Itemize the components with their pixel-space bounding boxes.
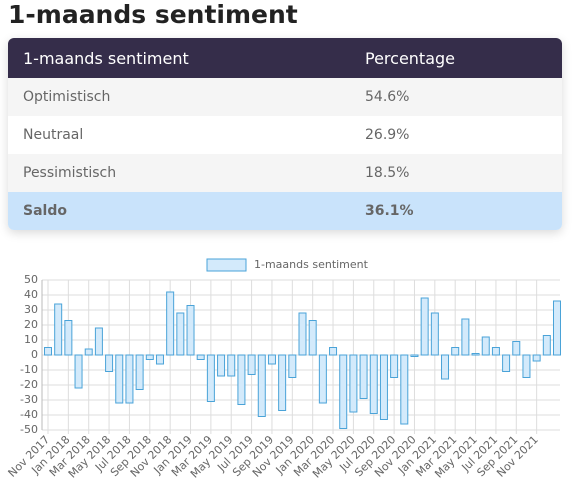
y-tick-label: 40 <box>24 288 38 301</box>
bar <box>176 312 185 356</box>
table-cell: Saldo <box>23 203 67 219</box>
bar <box>166 291 175 356</box>
bar <box>217 354 226 377</box>
bar <box>227 354 236 377</box>
y-tick-label: -20 <box>20 378 38 391</box>
bar <box>542 335 551 356</box>
bar <box>369 354 378 414</box>
y-tick-label: -30 <box>20 393 38 406</box>
table-cell: Pessimistisch <box>23 165 117 181</box>
bar <box>308 320 317 356</box>
table: 1-maands sentiment Percentage Optimistis… <box>8 38 562 230</box>
header-cell: 1-maands sentiment <box>23 48 189 68</box>
bar <box>257 354 266 417</box>
bar <box>522 354 531 378</box>
bar <box>54 303 63 356</box>
bar <box>155 354 164 365</box>
bar <box>532 354 541 362</box>
bar <box>105 354 114 372</box>
bar <box>339 354 348 429</box>
table-row: Saldo 36.1% <box>8 192 562 230</box>
bar <box>247 354 256 375</box>
table-row: Neutraal 26.9% <box>8 116 562 154</box>
bar <box>359 354 368 399</box>
table-header: 1-maands sentiment Percentage <box>8 38 562 78</box>
bar <box>237 354 246 405</box>
table-cell: Neutraal <box>23 127 84 143</box>
bar <box>400 354 409 425</box>
y-tick-label: -10 <box>20 363 38 376</box>
bar <box>420 297 429 356</box>
bar <box>186 305 195 356</box>
bar <box>196 354 205 360</box>
bar <box>441 354 450 380</box>
bar <box>471 353 480 356</box>
bar <box>298 312 307 356</box>
bar <box>74 354 83 389</box>
bar <box>288 354 297 378</box>
legend-swatch <box>206 258 247 272</box>
bar <box>329 347 338 356</box>
bar <box>379 354 388 420</box>
bar <box>349 354 358 413</box>
y-tick-label: 30 <box>24 303 38 316</box>
bar <box>44 347 52 356</box>
bar <box>145 354 154 360</box>
bar <box>491 347 500 356</box>
bar <box>318 354 327 404</box>
bar <box>481 336 490 356</box>
legend-label: 1-maands sentiment <box>254 258 369 271</box>
table-row: Optimistisch 54.6% <box>8 78 562 116</box>
y-tick-label: -50 <box>20 423 38 436</box>
bar <box>451 347 460 356</box>
bar <box>278 354 287 411</box>
y-tick-label: 0 <box>31 348 38 361</box>
table-cell: 36.1% <box>365 203 414 219</box>
bar <box>461 318 470 356</box>
y-tick-label: 20 <box>24 318 38 331</box>
bar <box>430 312 439 356</box>
y-tick-label: 10 <box>24 333 38 346</box>
bar <box>94 327 103 356</box>
table-cell: 18.5% <box>365 165 410 181</box>
table-cell: 26.9% <box>365 127 410 143</box>
y-tick-label: 50 <box>24 273 38 286</box>
bar <box>135 354 144 390</box>
table-cell: Optimistisch <box>23 89 111 105</box>
y-tick-label: -40 <box>20 408 38 421</box>
bar <box>267 354 276 365</box>
bar <box>125 354 134 404</box>
bar <box>553 300 561 356</box>
bar <box>84 348 93 356</box>
table-row: Pessimistisch 18.5% <box>8 154 562 192</box>
page-title: 1-maands sentiment <box>8 0 298 29</box>
bar <box>390 354 399 378</box>
bar <box>512 341 521 356</box>
table-cell: 54.6% <box>365 89 410 105</box>
bar <box>64 320 73 356</box>
bar <box>502 354 511 372</box>
bar <box>206 354 215 402</box>
header-cell: Percentage <box>365 48 456 68</box>
bar <box>410 354 419 357</box>
bar <box>115 354 124 404</box>
